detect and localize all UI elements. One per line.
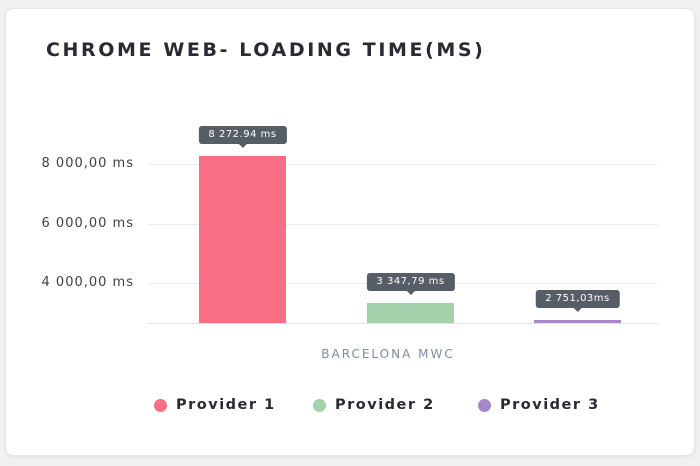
chart-card: CHROME WEB- LOADING TIME(MS) 8 000,00 ms… xyxy=(5,8,695,456)
legend-item-provider-3[interactable]: Provider 3 xyxy=(478,397,600,413)
legend-item-provider-2[interactable]: Provider 2 xyxy=(313,397,435,413)
gridline-8000 xyxy=(148,163,658,165)
legend-item-label: Provider 2 xyxy=(335,397,435,413)
plot-area: 8 000,00 ms 6 000,00 ms 4 000,00 ms 8 272.9… xyxy=(6,9,694,455)
y-tick-label-4000: 4 000,00 ms xyxy=(41,275,134,291)
y-tick-label-6000: 6 000,00 ms xyxy=(41,215,134,231)
gridline-6000 xyxy=(148,223,658,225)
bar-provider-3[interactable] xyxy=(534,320,621,323)
bar-provider-2[interactable] xyxy=(367,302,454,323)
chart-legend: Provider 1 Provider 2 Provider 3 xyxy=(6,397,694,413)
y-tick-label-8000: 8 000,00 ms xyxy=(41,155,134,171)
x-axis-category-label: BARCELONA MWC xyxy=(321,347,455,361)
bar-provider-1[interactable] xyxy=(199,155,286,323)
x-axis-baseline xyxy=(148,323,658,324)
legend-dot-icon xyxy=(478,398,491,412)
legend-item-label: Provider 1 xyxy=(176,397,276,413)
chart-title: CHROME WEB- LOADING TIME(MS) xyxy=(46,39,486,61)
legend-dot-icon xyxy=(154,398,167,412)
legend-dot-icon xyxy=(313,398,326,412)
value-tooltip-provider-1: 8 272.94 ms xyxy=(198,125,287,144)
value-tooltip-provider-2: 3 347,79 ms xyxy=(366,272,455,291)
value-tooltip-provider-3: 2 751,03ms xyxy=(535,290,620,308)
legend-item-label: Provider 3 xyxy=(500,397,600,413)
legend-item-provider-1[interactable]: Provider 1 xyxy=(154,397,276,413)
